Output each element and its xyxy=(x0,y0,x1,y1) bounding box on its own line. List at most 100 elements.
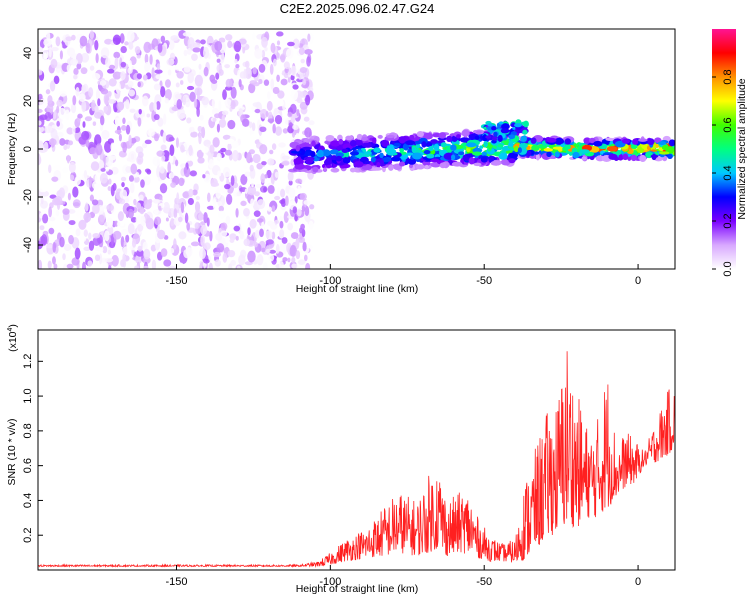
spectrogram-cell xyxy=(168,153,174,164)
spectrogram-cell xyxy=(290,65,297,77)
spectrogram-cell xyxy=(405,140,416,146)
spectrogram-cell xyxy=(267,118,275,123)
spectrogram-cell xyxy=(229,238,235,243)
spectrogram-cell xyxy=(252,153,261,164)
spectrogram-cell xyxy=(120,71,126,81)
spectrogram-cell xyxy=(124,41,129,46)
spectrogram-cell xyxy=(345,135,353,141)
spectrogram-cell xyxy=(194,74,204,87)
spectrogram-cell xyxy=(296,108,300,117)
spectrogram-cell xyxy=(423,149,431,155)
spectrogram-cell xyxy=(284,195,289,207)
spectrogram-cell xyxy=(168,38,175,51)
spectrogram-cell xyxy=(261,36,268,48)
spectrogram-cell xyxy=(157,43,163,53)
spectrogram-cell xyxy=(55,209,60,217)
spectrogram-cell xyxy=(234,58,238,64)
spectrogram-cell xyxy=(101,129,110,140)
spectrogram-cell xyxy=(426,153,435,159)
spectrogram-cell xyxy=(127,208,134,219)
spectrogram-cell xyxy=(667,153,673,159)
spectrogram-cell xyxy=(108,78,117,87)
spectrogram-cell xyxy=(82,121,86,128)
spectrogram-cell xyxy=(159,166,165,174)
spectrogram-cell xyxy=(128,134,132,146)
spectrogram-cell xyxy=(422,160,431,166)
spectrogram-cell xyxy=(250,133,256,141)
spectrogram-cell xyxy=(224,183,231,190)
spectrogram-cell xyxy=(73,68,79,75)
spectrogram-cell xyxy=(176,99,183,110)
spectrogram-marks xyxy=(38,29,675,269)
spectrogram-cell xyxy=(122,246,131,256)
spectrogram-cell xyxy=(230,259,237,266)
spectrogram-cell xyxy=(97,98,101,107)
spectrogram-cell xyxy=(66,127,74,135)
spectrogram-cell xyxy=(176,192,180,205)
spectrogram-cell xyxy=(130,163,138,175)
spectrogram-cell xyxy=(482,134,488,142)
spectrogram-cell xyxy=(103,230,110,242)
spectrogram-cell xyxy=(70,102,77,114)
spectrogram-cell xyxy=(143,265,149,269)
spectrogram-y-tick-label: -20 xyxy=(22,189,34,205)
spectrogram-cell xyxy=(187,197,194,206)
spectrogram-cell xyxy=(128,40,134,50)
spectrogram-cell xyxy=(299,192,307,201)
spectrogram-cell xyxy=(137,117,142,127)
spectrogram-cell xyxy=(508,152,519,159)
spectrogram-cell xyxy=(222,134,231,140)
spectrogram-cell xyxy=(66,263,74,269)
spectrogram-cell xyxy=(244,188,248,194)
spectrogram-cell xyxy=(48,227,55,235)
spectrogram-cell xyxy=(90,161,100,171)
spectrogram-cell xyxy=(53,164,62,171)
spectrogram-cell xyxy=(235,235,239,241)
spectrogram-cell xyxy=(372,137,377,144)
spectrogram-cell xyxy=(275,243,280,254)
spectrogram-cell xyxy=(185,97,191,108)
spectrogram-cell xyxy=(99,172,108,184)
spectrogram-cell xyxy=(108,64,116,70)
spectrogram-cell xyxy=(244,67,252,80)
spectrogram-cell xyxy=(216,243,225,253)
spectrogram-cell xyxy=(641,142,648,149)
spectrogram-cell xyxy=(233,225,241,232)
spectrogram-cell xyxy=(195,195,201,201)
spectrogram-cell xyxy=(65,224,72,229)
spectrogram-cell xyxy=(83,170,88,179)
spectrogram-cell xyxy=(179,80,184,85)
spectrogram-cell xyxy=(212,137,220,148)
spectrogram-cell xyxy=(163,113,167,125)
spectrogram-cell xyxy=(179,113,187,119)
spectrogram-cell xyxy=(292,84,299,90)
spectrogram-cell xyxy=(433,143,440,152)
spectrogram-cell xyxy=(220,147,227,153)
spectrogram-cell xyxy=(364,151,372,155)
spectrogram-cell xyxy=(424,164,429,170)
spectrogram-cell xyxy=(140,179,145,188)
spectrogram-cell xyxy=(218,205,225,212)
spectrogram-cell xyxy=(92,236,101,246)
spectrogram-cell xyxy=(114,117,122,126)
spectrogram-cell xyxy=(155,74,162,80)
spectrogram-cell xyxy=(480,156,488,163)
spectrogram-cell xyxy=(39,225,45,231)
spectrogram-cell xyxy=(151,259,157,269)
spectrogram-cell xyxy=(266,100,273,112)
spectrogram-cell xyxy=(295,144,300,152)
spectrogram-cell xyxy=(638,138,648,142)
spectrogram-cell xyxy=(381,139,390,147)
spectrogram-cell xyxy=(290,150,302,154)
spectrogram-cell xyxy=(147,128,155,137)
spectrogram-cell xyxy=(164,88,172,101)
spectrogram-cell xyxy=(142,74,148,81)
spectrogram-cell xyxy=(608,153,618,160)
spectrogram-cell xyxy=(283,61,290,69)
spectrogram-cell xyxy=(56,99,63,107)
spectrogram-cell xyxy=(468,157,475,165)
spectrogram-cell xyxy=(78,219,87,230)
spectrogram-cell xyxy=(218,118,227,128)
spectrogram-cell xyxy=(309,204,315,210)
spectrogram-cell xyxy=(183,49,188,57)
